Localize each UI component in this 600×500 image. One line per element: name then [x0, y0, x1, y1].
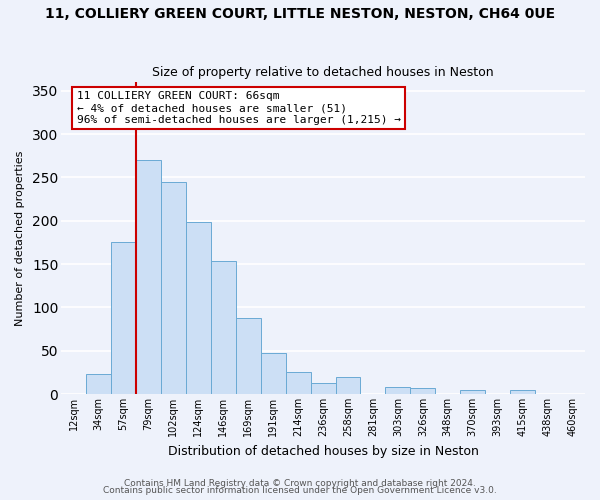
Bar	[311, 382, 335, 394]
X-axis label: Distribution of detached houses by size in Neston: Distribution of detached houses by size …	[167, 444, 478, 458]
Y-axis label: Number of detached properties: Number of detached properties	[15, 150, 25, 326]
Text: Contains public sector information licensed under the Open Government Licence v3: Contains public sector information licen…	[103, 486, 497, 495]
Bar	[460, 390, 485, 394]
Bar	[86, 374, 111, 394]
Bar	[510, 390, 535, 394]
Title: Size of property relative to detached houses in Neston: Size of property relative to detached ho…	[152, 66, 494, 80]
Text: Contains HM Land Registry data © Crown copyright and database right 2024.: Contains HM Land Registry data © Crown c…	[124, 478, 476, 488]
Bar	[236, 318, 260, 394]
Bar	[335, 376, 361, 394]
Bar	[410, 388, 436, 394]
Text: 11, COLLIERY GREEN COURT, LITTLE NESTON, NESTON, CH64 0UE: 11, COLLIERY GREEN COURT, LITTLE NESTON,…	[45, 8, 555, 22]
Bar	[136, 160, 161, 394]
Bar	[385, 387, 410, 394]
Bar	[260, 354, 286, 394]
Bar	[111, 242, 136, 394]
Bar	[186, 222, 211, 394]
Bar	[161, 182, 186, 394]
Bar	[211, 262, 236, 394]
Text: 11 COLLIERY GREEN COURT: 66sqm
← 4% of detached houses are smaller (51)
96% of s: 11 COLLIERY GREEN COURT: 66sqm ← 4% of d…	[77, 92, 401, 124]
Bar	[286, 372, 311, 394]
